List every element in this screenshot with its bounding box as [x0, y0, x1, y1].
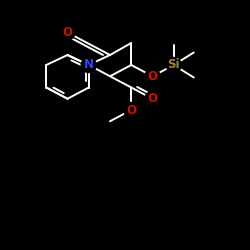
Circle shape	[145, 91, 160, 106]
Text: O: O	[148, 70, 158, 83]
Text: O: O	[62, 26, 72, 39]
Circle shape	[124, 102, 139, 118]
Circle shape	[166, 58, 181, 72]
Circle shape	[81, 58, 96, 72]
Text: O: O	[148, 92, 158, 105]
Text: O: O	[126, 104, 136, 117]
Text: N: N	[84, 58, 94, 71]
Text: Si: Si	[168, 58, 180, 71]
Circle shape	[60, 25, 75, 40]
Circle shape	[145, 69, 160, 84]
